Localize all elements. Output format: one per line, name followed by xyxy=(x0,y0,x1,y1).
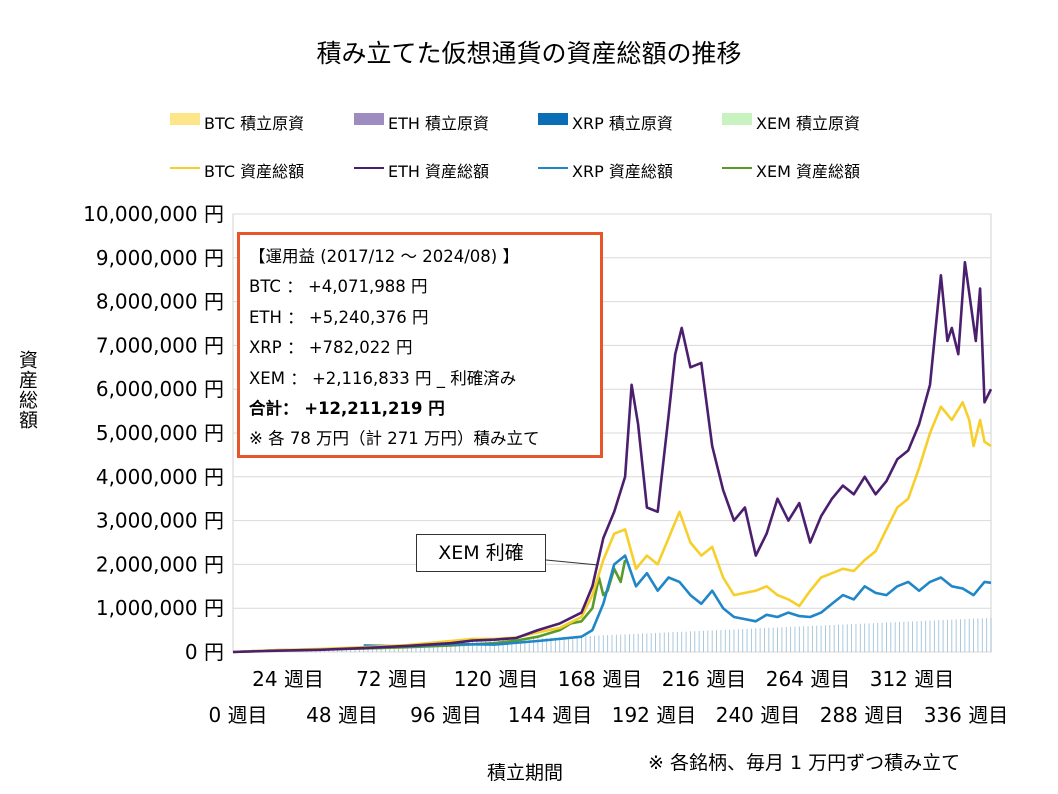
y-tick-label: 1,000,000 円 xyxy=(96,596,224,620)
y-tick-label: 7,000,000 円 xyxy=(96,333,224,357)
footnote: ※ 各銘柄、毎月 1 万円ずつ積み立て xyxy=(648,752,961,774)
y-tick-label: 0 円 xyxy=(185,640,224,664)
x-tick-label-lower: 144 週目 xyxy=(508,703,593,727)
x-tick-label-lower: 0 週目 xyxy=(208,703,267,727)
summary-btc: BTC ： +4,071,988 円 xyxy=(249,277,428,297)
x-tick-label-upper: 312 週目 xyxy=(870,667,955,691)
legend-swatch-eth-total xyxy=(354,167,384,169)
legend-label-xrp-total: XRP 資産総額 xyxy=(572,162,673,181)
legend-label-btc-total: BTC 資産総額 xyxy=(204,162,305,181)
x-axis-label: 積立期間 xyxy=(487,762,564,784)
legend-label-eth-principal: ETH 積立原資 xyxy=(388,114,490,133)
callout-leader-line xyxy=(545,559,599,566)
legend-swatch-xem-principal xyxy=(722,113,752,125)
summary-xem: XEM ： +2,116,833 円 _ 利確済み xyxy=(249,368,517,388)
legend-swatch-xrp-principal xyxy=(538,113,568,125)
legend-label-eth-total: ETH 資産総額 xyxy=(388,162,490,181)
y-tick-label: 2,000,000 円 xyxy=(96,552,224,576)
summary-eth: ETH ： +5,240,376 円 xyxy=(249,307,429,327)
y-tick-label: 10,000,000 円 xyxy=(83,202,224,226)
series-line-eth xyxy=(232,260,993,654)
x-tick-label-upper: 264 週目 xyxy=(766,667,851,691)
y-tick-label: 9,000,000 円 xyxy=(96,246,224,270)
legend-label-xrp-principal: XRP 積立原資 xyxy=(572,114,673,133)
x-tick-label-lower: 288 週目 xyxy=(820,703,905,727)
x-tick-label-upper: 72 週目 xyxy=(356,667,428,691)
legend-swatch-eth-principal xyxy=(354,113,384,125)
x-tick-label-upper: 168 週目 xyxy=(558,667,643,691)
x-tick-label-lower: 336 週目 xyxy=(924,703,1009,727)
series-line-xrp xyxy=(363,554,992,648)
summary-xrp: XRP ： +782,022 円 xyxy=(249,338,413,358)
x-tick-label-lower: 48 週目 xyxy=(306,703,378,727)
y-tick-label: 5,000,000 円 xyxy=(96,421,224,445)
legend-label-btc-principal: BTC 積立原資 xyxy=(204,114,305,133)
x-tick-label-upper: 120 週目 xyxy=(454,667,539,691)
chart-title: 積み立てた仮想通貨の資産総額の推移 xyxy=(316,39,742,68)
y-tick-label: 4,000,000 円 xyxy=(96,465,224,489)
legend-swatch-xem-total xyxy=(722,167,752,169)
legend-label-xem-principal: XEM 積立原資 xyxy=(756,114,860,133)
x-tick-label-lower: 240 週目 xyxy=(716,703,801,727)
legend-swatch-xrp-total xyxy=(538,167,568,169)
x-tick-label-upper: 24 週目 xyxy=(252,667,324,691)
x-tick-label-lower: 192 週目 xyxy=(612,703,697,727)
profit-summary-box: 【運用益 (2017/12 ～ 2024/08) 】 BTC ： +4,071,… xyxy=(237,232,603,458)
x-tick-label-upper: 216 週目 xyxy=(662,667,747,691)
y-tick-label: 8,000,000 円 xyxy=(96,290,224,314)
legend-swatch-btc-principal xyxy=(170,113,200,125)
xem-profit-callout: XEM 利確 xyxy=(416,534,546,572)
y-tick-label: 6,000,000 円 xyxy=(96,377,224,401)
summary-total: 合計： +12,211,219 円 xyxy=(249,399,445,419)
x-tick-label-lower: 96 週目 xyxy=(410,703,482,727)
legend-swatch-btc-total xyxy=(170,167,200,169)
legend-label-xem-total: XEM 資産総額 xyxy=(756,162,860,181)
summary-header: 【運用益 (2017/12 ～ 2024/08) 】 xyxy=(249,247,519,266)
y-tick-label: 3,000,000 円 xyxy=(96,509,224,533)
summary-footer: ※ 各 78 万円（計 271 万円）積み立て xyxy=(249,429,540,449)
y-axis-label: 資産総額 xyxy=(16,350,38,430)
